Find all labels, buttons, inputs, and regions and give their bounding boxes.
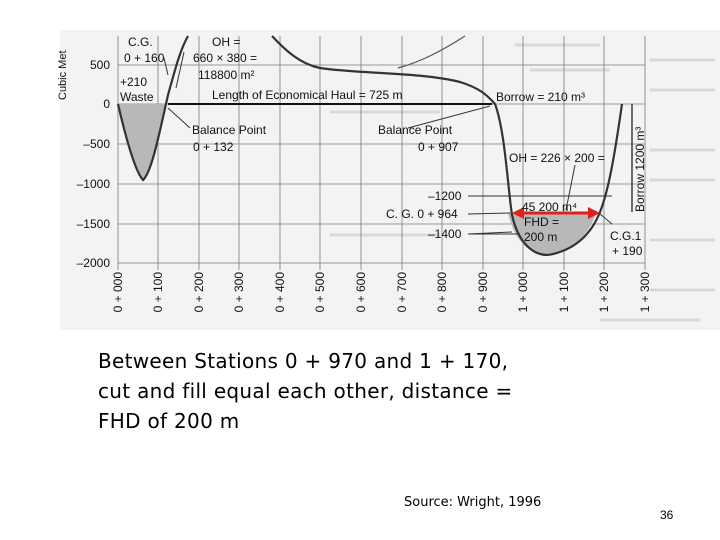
oh-right: OH = 226 × 200 =	[509, 151, 605, 165]
area-label: 45 200 m⁴	[522, 200, 577, 214]
level-1200-label: –1200	[428, 189, 462, 203]
x-tick: 0 + 800	[435, 272, 449, 313]
x-tick: 1 + 300	[638, 272, 652, 313]
level-1400-label: –1400	[428, 227, 462, 241]
oh-left-line3: 118800 m²	[198, 68, 254, 82]
waste-line1: +210	[120, 75, 147, 89]
x-tick: 0 + 400	[273, 272, 287, 313]
y-tick: –2000	[77, 256, 111, 270]
caption-line: cut and fill equal each other, distance …	[98, 379, 513, 403]
waste-line2: Waste	[120, 90, 154, 104]
cg-right-line2: + 190	[612, 244, 643, 258]
fhd-arrow	[512, 207, 600, 219]
mass-curve	[116, 35, 624, 256]
balance-right-line2: 0 + 907	[418, 140, 459, 154]
y-tick: –1500	[77, 217, 111, 231]
x-ticks: 0 + 000 0 + 100 0 + 200 0 + 300 0 + 400 …	[111, 272, 652, 313]
balance-left-line1: Balance Point	[192, 123, 267, 137]
cg-left-line2: 0 + 160	[124, 51, 165, 65]
borrow-1200-label: Borrow 1200 m³	[633, 127, 647, 212]
caption: Between Stations 0 + 970 and 1 + 170, cu…	[98, 346, 568, 436]
x-tick: 1 + 200	[597, 272, 611, 313]
page-number: 36	[660, 508, 674, 522]
scan-noise	[330, 43, 715, 322]
balance-right-line1: Balance Point	[378, 123, 453, 137]
caption-line: Between Stations 0 + 970 and 1 + 170,	[98, 349, 509, 373]
y-tick: 0	[103, 97, 110, 111]
caption-line: FHD of 200 m	[98, 409, 240, 433]
cg-left-line1: C.G.	[128, 35, 153, 49]
waste-shaded-region	[118, 104, 166, 180]
x-tick: 0 + 000	[111, 272, 125, 313]
borrow-label: Borrow = 210 m³	[496, 90, 585, 104]
x-tick: 0 + 200	[192, 272, 206, 313]
source-citation: Source: Wright, 1996	[404, 495, 542, 510]
leader-lines	[163, 51, 613, 235]
x-tick: 0 + 100	[151, 272, 165, 313]
x-tick: 0 + 700	[395, 272, 409, 313]
cg-right-line1: C.G.1	[610, 229, 642, 243]
x-tick: 0 + 600	[354, 272, 368, 313]
fhd-line2: 200 m	[524, 230, 557, 244]
oh-left-line2: 660 × 380 =	[193, 51, 257, 65]
oh-left-line1: OH =	[212, 35, 240, 49]
balance-left-line2: 0 + 132	[193, 140, 234, 154]
y-tick: –500	[83, 137, 110, 151]
x-tick: 0 + 300	[232, 272, 246, 313]
x-tick: 1 + 000	[516, 272, 530, 313]
x-tick: 0 + 900	[476, 272, 490, 313]
y-tick: –1000	[77, 177, 111, 191]
y-tick: 500	[90, 58, 110, 72]
y-axis-label: Cubic Met	[57, 50, 69, 100]
x-tick: 0 + 500	[313, 272, 327, 313]
cg-mid-label: C. G. 0 + 964	[386, 207, 458, 221]
x-tick: 1 + 100	[557, 272, 571, 313]
mass-haul-diagram: Cubic Met 500 0 –500 –1000 –1500 –2000 B…	[57, 30, 720, 330]
annotations: C.G. 0 + 160 OH = 660 × 380 = 118800 m² …	[120, 35, 643, 258]
y-ticks: 500 0 –500 –1000 –1500 –2000	[77, 58, 111, 270]
fhd-line1: FHD =	[524, 215, 559, 229]
haul-label: Length of Economical Haul = 725 m	[212, 88, 402, 102]
dashed-curve	[397, 35, 466, 69]
